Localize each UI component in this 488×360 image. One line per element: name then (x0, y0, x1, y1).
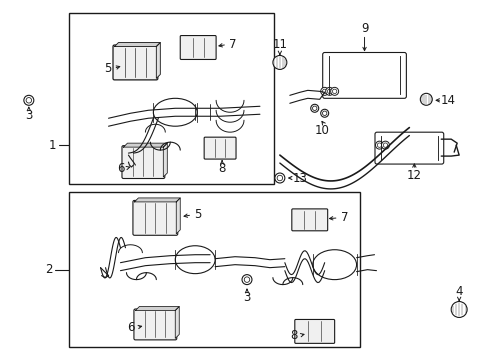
Circle shape (242, 275, 251, 285)
FancyBboxPatch shape (322, 53, 406, 98)
Text: 2: 2 (45, 263, 52, 276)
Polygon shape (176, 198, 180, 234)
Polygon shape (134, 198, 180, 202)
Text: 6: 6 (126, 321, 134, 334)
Text: 8: 8 (289, 329, 297, 342)
Text: 12: 12 (406, 168, 421, 181)
Circle shape (274, 173, 285, 183)
Text: 7: 7 (229, 38, 236, 51)
FancyBboxPatch shape (134, 309, 176, 340)
Ellipse shape (312, 250, 356, 280)
FancyBboxPatch shape (122, 146, 164, 179)
Text: 13: 13 (292, 171, 306, 185)
FancyBboxPatch shape (203, 137, 236, 159)
Circle shape (272, 55, 286, 69)
FancyBboxPatch shape (113, 45, 158, 80)
Polygon shape (163, 143, 167, 177)
Polygon shape (175, 306, 179, 338)
Circle shape (381, 141, 388, 149)
Circle shape (310, 104, 318, 112)
FancyBboxPatch shape (294, 319, 334, 343)
Text: 6: 6 (117, 162, 124, 175)
Text: 3: 3 (25, 109, 33, 122)
FancyBboxPatch shape (133, 201, 178, 235)
Text: 14: 14 (440, 94, 455, 107)
FancyBboxPatch shape (374, 132, 443, 164)
FancyBboxPatch shape (291, 209, 327, 231)
Circle shape (24, 95, 34, 105)
Circle shape (330, 87, 338, 95)
Circle shape (320, 87, 328, 95)
Text: 11: 11 (272, 38, 287, 51)
Text: 8: 8 (218, 162, 225, 175)
Text: 9: 9 (360, 22, 367, 35)
Circle shape (325, 87, 333, 95)
Text: 3: 3 (243, 291, 250, 304)
Polygon shape (123, 143, 167, 147)
Circle shape (450, 302, 466, 318)
Bar (68, 192, 359, 347)
Polygon shape (156, 42, 160, 78)
Text: 1: 1 (49, 139, 57, 152)
Ellipse shape (175, 246, 215, 274)
Text: 7: 7 (340, 211, 347, 224)
Text: 4: 4 (454, 285, 462, 298)
Text: 5: 5 (194, 208, 202, 221)
Ellipse shape (153, 98, 197, 126)
Text: 10: 10 (314, 124, 328, 137)
FancyBboxPatch shape (180, 36, 216, 59)
Circle shape (375, 141, 383, 149)
Polygon shape (114, 42, 160, 46)
Bar (68, 13, 273, 184)
Circle shape (420, 93, 431, 105)
Polygon shape (135, 306, 179, 310)
Text: 5: 5 (103, 62, 111, 75)
Circle shape (320, 109, 328, 117)
